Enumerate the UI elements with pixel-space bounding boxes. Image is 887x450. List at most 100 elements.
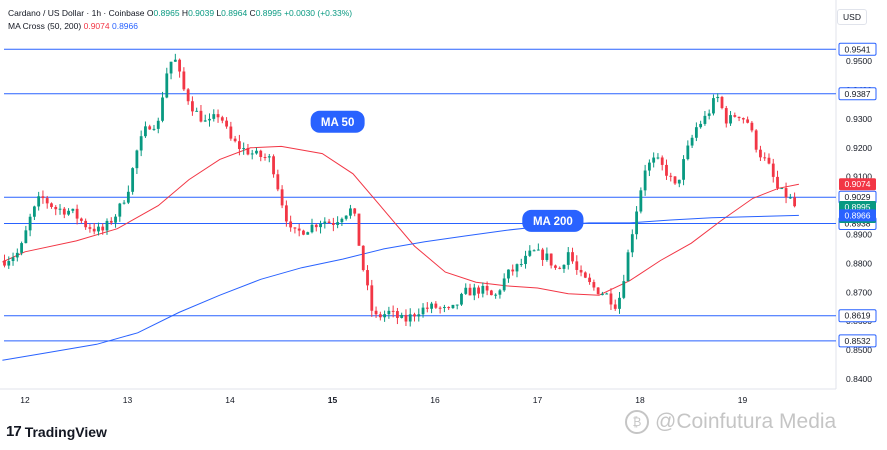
- candle-body: [639, 190, 643, 212]
- candle-body: [404, 314, 408, 322]
- candle-body: [361, 245, 365, 271]
- candle-body: [776, 176, 779, 189]
- candle-body: [11, 257, 15, 262]
- candle-body: [421, 307, 425, 315]
- tradingview-icon: 17: [6, 423, 22, 440]
- candle-body: [246, 148, 250, 155]
- candle-body: [161, 97, 164, 121]
- candle-body: [353, 208, 357, 214]
- y-tick-label: 0.9500: [846, 56, 872, 66]
- candle-body: [532, 250, 536, 252]
- candle-body: [669, 175, 673, 177]
- candle-body: [306, 232, 310, 235]
- candle-body: [225, 120, 228, 127]
- candle-body: [712, 98, 715, 114]
- currency-button[interactable]: USD: [837, 9, 867, 25]
- candle-body: [396, 311, 399, 318]
- indicator-legend[interactable]: MA Cross (50, 200) 0.9074 0.8966: [8, 21, 138, 31]
- candle-body: [489, 290, 493, 296]
- level-tag-label: 0.8532: [845, 336, 871, 346]
- candle-body: [524, 255, 527, 265]
- candle-body: [58, 208, 62, 210]
- candle-body: [583, 272, 587, 278]
- candle-body: [771, 163, 775, 177]
- annotation-bubble: [310, 110, 365, 133]
- candle-body: [79, 218, 83, 221]
- level-tag-label: 0.9541: [845, 44, 871, 54]
- candle-body: [54, 206, 58, 210]
- candle-body: [601, 294, 604, 296]
- plot-area: [4, 28, 836, 389]
- candle-body: [41, 196, 45, 199]
- candle-body: [536, 249, 540, 251]
- candle-body: [67, 210, 70, 215]
- watermark-text: @Coinfutura Media: [655, 410, 837, 433]
- candle-body: [686, 145, 690, 160]
- candle-body: [259, 150, 263, 158]
- candle-body: [605, 293, 609, 295]
- candle-body: [575, 261, 579, 270]
- annotation-label: MA 50: [321, 117, 354, 129]
- candle-body: [302, 230, 305, 235]
- candle-body: [37, 196, 41, 207]
- change-value: +0.0030 (+0.33%): [284, 8, 353, 18]
- level-tag-label: 0.9387: [845, 89, 871, 99]
- level-tag-label: 0.8619: [845, 311, 871, 321]
- coin-icon: ₿: [625, 410, 649, 434]
- candle-body: [481, 285, 485, 294]
- candle-body: [391, 310, 395, 312]
- candle-body: [694, 127, 698, 138]
- x-tick-label: 12: [20, 395, 30, 405]
- high-value: 0.9039: [188, 8, 215, 18]
- candle-body: [425, 307, 429, 309]
- candle-body: [331, 223, 335, 225]
- level-tag: [838, 309, 877, 323]
- candle-body: [319, 223, 322, 228]
- candle-body: [554, 265, 557, 268]
- price-tag-label: 0.8995: [845, 202, 871, 212]
- candle-body: [643, 170, 647, 191]
- open-value: 0.8965: [153, 8, 180, 18]
- candle-body: [507, 269, 510, 279]
- candle-body: [148, 126, 152, 130]
- candle-body: [733, 115, 737, 117]
- candle-body: [613, 304, 617, 309]
- candle-body: [344, 215, 348, 219]
- tradingview-logo[interactable]: 17 TradingView: [6, 423, 107, 440]
- candle-body: [447, 307, 451, 309]
- candle-body: [588, 277, 592, 283]
- candle-body: [442, 307, 446, 309]
- x-tick-label: 14: [225, 395, 235, 405]
- candle-body: [276, 174, 280, 190]
- candle-body: [472, 287, 476, 296]
- candle-body: [622, 281, 626, 298]
- candle-body: [609, 293, 613, 305]
- candle-body: [737, 116, 741, 119]
- candle-body: [203, 120, 207, 122]
- watermark: ₿ @Coinfutura Media: [625, 410, 836, 434]
- candle-body: [7, 261, 11, 266]
- candle-body: [105, 220, 109, 231]
- ma50-line: [2, 145, 799, 296]
- y-tick-label: 0.9300: [846, 114, 872, 124]
- candle-body: [191, 101, 194, 112]
- candle-body: [229, 126, 233, 139]
- ma200-value: 0.8966: [111, 21, 138, 31]
- candle-body: [165, 73, 169, 98]
- y-tick-label: 0.8900: [846, 230, 872, 240]
- candle-body: [267, 156, 271, 158]
- candle-body: [549, 253, 553, 266]
- y-tick-label: 0.9100: [846, 172, 872, 182]
- level-tag: [838, 87, 877, 101]
- candle-body: [323, 221, 327, 224]
- close-value: 0.8995: [255, 8, 282, 18]
- candle-body: [118, 203, 122, 217]
- price-tag: [839, 178, 876, 191]
- candle-body: [468, 287, 472, 296]
- low-value: 0.8964: [221, 8, 248, 18]
- candle-body: [178, 59, 182, 72]
- candle-body: [720, 96, 724, 109]
- candle-body: [413, 314, 416, 317]
- candle-body: [173, 59, 177, 62]
